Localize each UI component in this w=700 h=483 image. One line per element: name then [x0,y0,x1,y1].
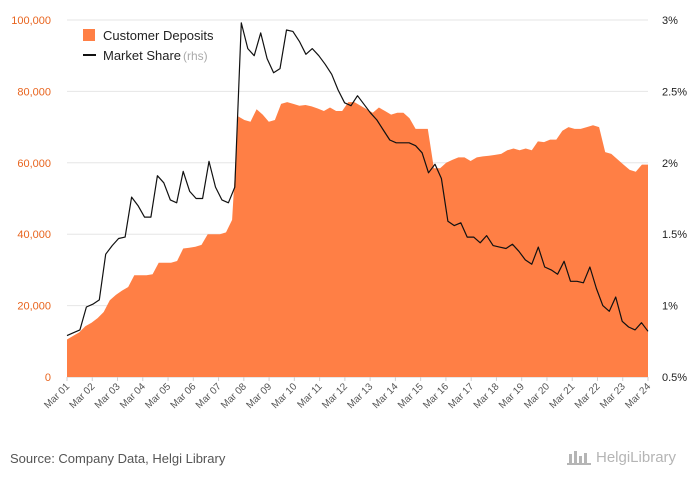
brand-name: HelgiLibrary [596,448,677,466]
x-tick-label: Mar 16 [421,381,451,411]
market-share-line-group [66,22,649,337]
x-tick-label: Mar 07 [194,381,224,411]
x-tick-label: Mar 01 [42,381,72,411]
source-note: Source: Company Data, Helgi Library [10,451,226,466]
x-tick-label: Mar 22 [573,381,603,411]
x-tick-label: Mar 08 [219,381,249,411]
right-tick-label: 1.5% [662,229,687,241]
x-tick-label: Mar 24 [623,381,653,411]
left-tick-label: 0 [45,372,51,384]
x-tick-label: Mar 23 [598,381,628,411]
x-tick-label: Mar 17 [447,381,477,411]
x-tick-label: Mar 12 [320,381,350,411]
x-tick-label: Mar 09 [244,381,274,411]
x-tick-label: Mar 06 [169,381,199,411]
x-tick-label: Mar 02 [68,381,98,411]
right-axis: 0.5% 1% 1.5% 2% 2.5% 3% [662,15,687,384]
right-tick-label: 2.5% [662,86,687,98]
legend-label-deposits: Customer Deposits [103,28,214,43]
legend-swatch-deposits [83,29,95,41]
left-axis: 0 20,000 40,000 60,000 80,000 100,000 [11,15,51,384]
x-tick-label: Mar 13 [345,381,375,411]
left-tick-label: 60,000 [17,158,51,170]
left-tick-label: 20,000 [17,301,51,313]
right-tick-label: 3% [662,15,678,27]
deposits-area-group [67,102,648,377]
left-tick-label: 40,000 [17,229,51,241]
x-tick-label: Mar 05 [143,381,173,411]
x-tick-label: Mar 04 [118,381,148,411]
legend-label-share: Market Share [103,48,181,63]
legend-rhs-note: (rhs) [183,49,208,63]
deposits-area [67,102,648,377]
x-tick-label: Mar 20 [522,381,552,411]
x-tick-label: Mar 14 [371,381,401,411]
x-tick-label: Mar 11 [295,381,325,411]
x-tick-label: Mar 21 [548,381,578,411]
x-tick-label: Mar 19 [497,381,527,411]
left-tick-label: 80,000 [17,86,51,98]
x-tick-label: Mar 15 [396,381,426,411]
left-tick-label: 100,000 [11,15,51,27]
legend: Customer Deposits Market Share (rhs) [83,28,214,63]
market-share-line [66,22,649,337]
right-tick-label: 0.5% [662,372,687,384]
right-tick-label: 2% [662,158,678,170]
library-icon [567,451,591,465]
x-tick-label: Mar 18 [472,381,502,411]
x-tick-label: Mar 03 [93,381,123,411]
brand-logo: HelgiLibrary [566,448,676,466]
right-tick-label: 1% [662,301,678,313]
x-tick-label: Mar 10 [270,381,300,411]
